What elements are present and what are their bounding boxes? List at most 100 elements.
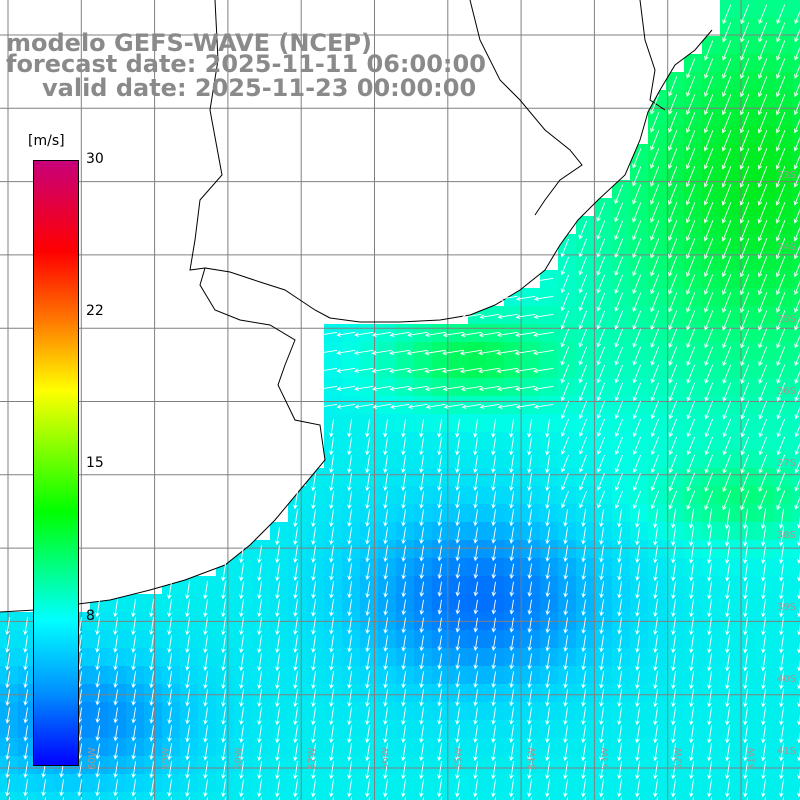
wind-arrow bbox=[311, 545, 317, 563]
wind-arrow bbox=[473, 725, 479, 743]
wind-arrow bbox=[347, 706, 353, 726]
wind-arrow bbox=[560, 364, 570, 384]
wind-arrow bbox=[401, 599, 407, 616]
wind-arrow bbox=[383, 671, 389, 689]
wind-arrow bbox=[686, 346, 696, 367]
wind-arrow bbox=[743, 670, 749, 690]
wind-arrow bbox=[401, 473, 407, 492]
wind-arrow bbox=[596, 238, 606, 258]
wind-arrow bbox=[167, 653, 173, 671]
wind-arrow bbox=[478, 367, 500, 374]
wind-arrow bbox=[614, 346, 624, 366]
wind-arrow bbox=[775, 94, 786, 116]
longitude-labels: 60W 59W 58W 57W 56W 55W 54W 53W 52W 51W bbox=[87, 747, 758, 770]
wind-arrow bbox=[95, 707, 101, 724]
wind-arrow bbox=[329, 653, 335, 671]
wind-arrow bbox=[365, 707, 371, 726]
forecast-date: forecast date: 2025-11-11 06:00:00 bbox=[6, 50, 486, 78]
wind-arrow bbox=[329, 724, 335, 744]
wind-arrow bbox=[775, 220, 786, 242]
wind-arrow bbox=[689, 598, 695, 618]
wind-speed-cell bbox=[792, 738, 800, 756]
wind-arrow bbox=[725, 562, 731, 582]
wind-arrow bbox=[686, 436, 696, 456]
wind-speed-cell bbox=[792, 666, 800, 684]
wind-arrow bbox=[794, 442, 800, 456]
wind-arrow bbox=[725, 688, 731, 708]
wind-arrow bbox=[581, 707, 587, 725]
colorbar-tick-8: 8 bbox=[86, 608, 95, 624]
wind-arrow bbox=[527, 671, 533, 689]
wind-arrow bbox=[23, 689, 29, 706]
wind-arrow bbox=[311, 472, 317, 492]
wind-arrow bbox=[794, 64, 800, 79]
wind-arrow bbox=[561, 473, 569, 491]
wind-arrow bbox=[419, 617, 425, 634]
wind-arrow bbox=[336, 367, 356, 373]
wind-arrow bbox=[743, 580, 749, 600]
wind-arrow bbox=[527, 527, 533, 545]
wind-arrow bbox=[527, 436, 533, 456]
wind-arrow bbox=[491, 778, 497, 798]
wind-arrow bbox=[650, 274, 660, 295]
wind-speed-cell bbox=[792, 252, 800, 270]
wind-arrow bbox=[794, 388, 800, 402]
wind-arrow bbox=[437, 742, 443, 762]
wind-arrow bbox=[221, 761, 227, 779]
wind-arrow bbox=[527, 491, 533, 509]
wind-arrow bbox=[776, 22, 786, 43]
wind-arrow bbox=[599, 760, 605, 780]
wind-arrow bbox=[739, 274, 750, 296]
wind-arrow bbox=[419, 725, 425, 744]
wind-arrow bbox=[596, 454, 605, 473]
wind-arrow bbox=[704, 94, 714, 116]
wind-arrow bbox=[442, 331, 464, 338]
wind-arrow bbox=[725, 760, 731, 780]
wind-arrow bbox=[533, 295, 554, 302]
wind-arrow bbox=[632, 238, 642, 259]
wind-arrow bbox=[560, 436, 569, 455]
wind-arrow bbox=[635, 671, 641, 690]
wind-arrow bbox=[635, 635, 641, 653]
wind-arrow bbox=[650, 454, 659, 474]
wind-arrow bbox=[704, 292, 714, 313]
wind-arrow bbox=[23, 743, 29, 760]
wind-arrow bbox=[581, 778, 587, 798]
wind-arrow bbox=[650, 130, 660, 151]
wind-arrow bbox=[581, 563, 587, 581]
wind-arrow bbox=[131, 779, 137, 797]
wind-arrow bbox=[578, 310, 588, 330]
wind-arrow bbox=[725, 742, 731, 762]
wind-arrow bbox=[401, 635, 407, 652]
wind-arrow bbox=[419, 491, 425, 509]
wind-arrow bbox=[473, 545, 479, 562]
wind-arrow bbox=[383, 491, 389, 509]
wind-arrow bbox=[113, 653, 119, 671]
wind-arrow bbox=[578, 328, 588, 348]
wind-arrow bbox=[596, 382, 606, 402]
wind-arrow bbox=[650, 346, 660, 366]
longitude-label: 58W bbox=[234, 747, 245, 770]
wind-arrow bbox=[311, 635, 317, 653]
wind-arrow bbox=[354, 385, 374, 391]
wind-arrow bbox=[347, 490, 353, 510]
wind-arrow bbox=[455, 599, 461, 615]
wind-speed-cell bbox=[792, 216, 800, 234]
wind-arrow bbox=[389, 385, 410, 392]
wind-arrow bbox=[779, 616, 785, 636]
wind-arrow bbox=[491, 617, 497, 633]
wind-arrow bbox=[686, 472, 696, 492]
border-lagoon bbox=[469, 0, 583, 216]
wind-arrow bbox=[776, 76, 786, 98]
wind-arrow bbox=[329, 563, 335, 581]
wind-arrow bbox=[796, 516, 800, 529]
wind-arrow bbox=[740, 58, 750, 79]
wind-arrow bbox=[617, 742, 623, 762]
wind-arrow bbox=[794, 460, 800, 474]
wind-arrow bbox=[203, 707, 209, 725]
wind-arrow bbox=[743, 634, 749, 654]
longitude-label: 57W bbox=[307, 747, 318, 770]
wind-arrow bbox=[614, 292, 624, 312]
wind-arrow bbox=[509, 509, 515, 527]
wind-arrow bbox=[383, 599, 388, 616]
